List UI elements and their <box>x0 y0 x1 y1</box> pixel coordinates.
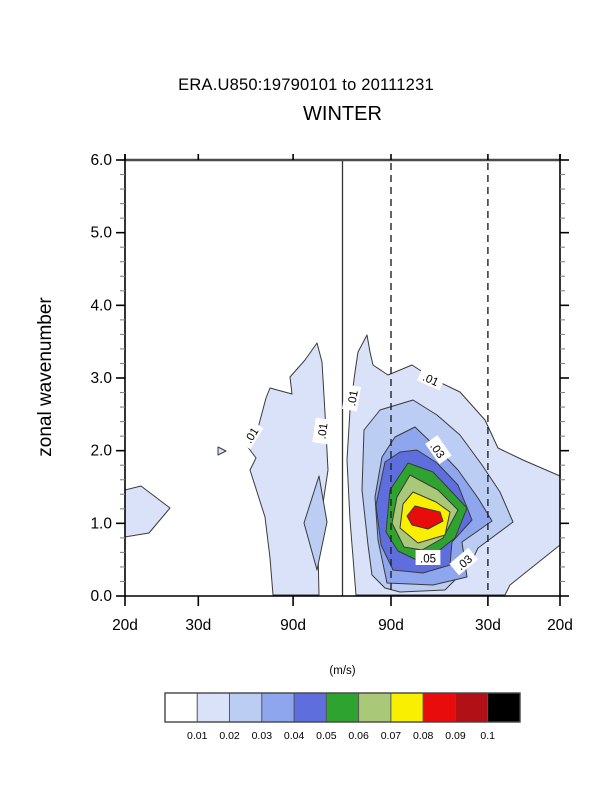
contour-label-group: .05 <box>415 550 441 566</box>
colorbar-label: 0.09 <box>445 730 466 742</box>
colorbar-label: 0.03 <box>252 730 273 742</box>
x-tick-label: 30d <box>475 617 501 634</box>
colorbar-label: 0.04 <box>284 730 305 742</box>
x-tick-label: 30d <box>185 617 211 634</box>
y-tick-label: 5.0 <box>90 225 112 242</box>
colorbar-cell-4 <box>293 692 327 723</box>
colorbar-label: 0.07 <box>381 730 402 742</box>
contour-label-box <box>341 384 362 412</box>
contour-label-group: .01 <box>341 384 362 412</box>
colorbar-cell-6 <box>358 692 392 723</box>
colorbar-cell-5 <box>325 692 360 723</box>
contour-label-box <box>449 547 478 576</box>
contour-label-text: .01 <box>421 372 440 389</box>
plot-subtitle-season: WINTER <box>303 103 382 125</box>
colorbar-cell-3 <box>261 692 295 723</box>
contour-region-east-08 <box>406 505 444 530</box>
x-tick-label: 20d <box>112 617 138 634</box>
contour-label-box <box>416 366 446 391</box>
colorbar-label: 0.06 <box>348 730 369 742</box>
contour-region-west-edge-01 <box>124 485 171 538</box>
colorbar-frame <box>164 692 521 723</box>
contour-label-text: .01 <box>316 422 330 440</box>
colorbar-cell-9 <box>455 692 489 723</box>
colorbar-cell-0 <box>164 692 198 723</box>
y-tick-label: 3.0 <box>90 370 112 387</box>
colorbar-label: 0.08 <box>413 730 434 742</box>
x-tick-label: 90d <box>280 617 306 634</box>
colorbar-cell-2 <box>229 692 263 723</box>
contour-label-group: .01 <box>312 417 331 445</box>
colorbar-label: 0.02 <box>219 730 240 742</box>
y-tick-label: 4.0 <box>90 297 112 314</box>
y-tick-label: 1.0 <box>90 515 112 532</box>
colorbar-cell-1 <box>196 692 230 723</box>
contour-region-west-inner-02 <box>303 475 328 571</box>
y-axis-label: zonal wavenumber <box>35 297 56 457</box>
x-tick-label: 90d <box>378 617 404 634</box>
contour-region-west-speck-01 <box>217 446 227 456</box>
colorbar-cell-8 <box>422 692 456 723</box>
plot-title: ERA.U850:19790101 to 20111231 <box>178 76 434 94</box>
colorbar-label: 0.05 <box>316 730 337 742</box>
colorbar-cell-10 <box>487 692 521 723</box>
contour-label-text: .05 <box>420 554 436 566</box>
y-tick-label: 0.0 <box>90 588 112 605</box>
contour-label-text: .01 <box>346 389 361 407</box>
contour-label-box <box>415 550 441 565</box>
contour-label-box <box>425 435 452 465</box>
y-tick-label: 6.0 <box>90 152 112 169</box>
y-tick-label: 2.0 <box>90 443 112 460</box>
colorbar-units-label: (m/s) <box>329 665 356 677</box>
contour-label-box <box>237 420 264 450</box>
colorbar-label: 0.01 <box>187 730 208 742</box>
colorbar-cell-7 <box>390 692 424 723</box>
colorbar-label: 0.1 <box>480 730 495 742</box>
x-tick-label: 20d <box>547 617 573 634</box>
contour-label-box <box>312 417 331 445</box>
contour-label-group: .01 <box>416 366 446 391</box>
